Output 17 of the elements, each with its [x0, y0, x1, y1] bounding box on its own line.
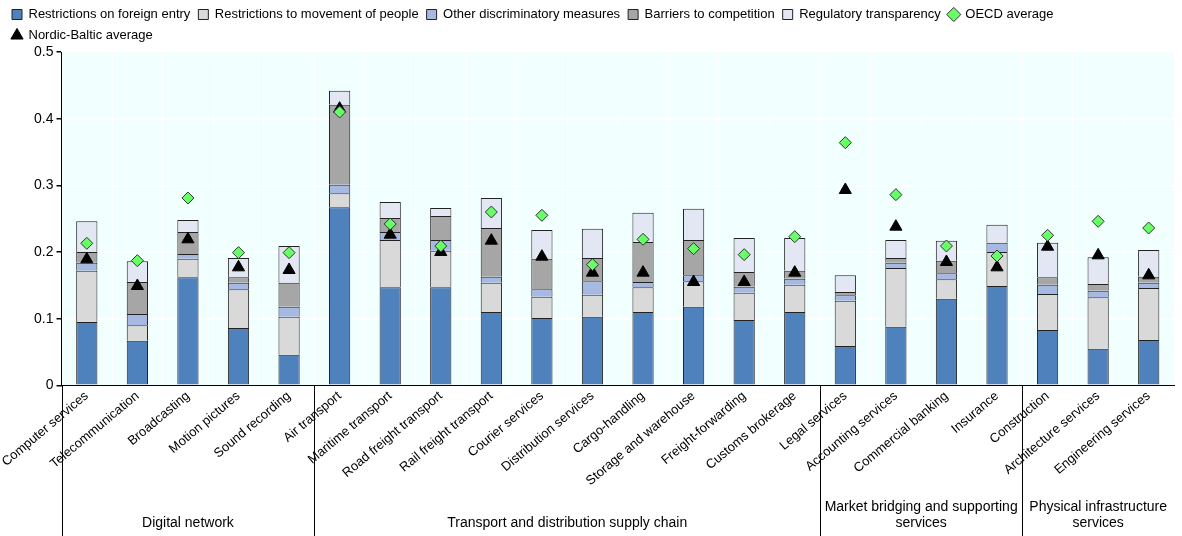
- legend-label: Nordic-Baltic average: [28, 27, 153, 43]
- y-tick-label: 0: [45, 376, 54, 393]
- y-tick-label: 0.4: [34, 109, 54, 126]
- legend-label: Barriers to competition: [644, 6, 775, 22]
- text: Transport and distribution supply chain: [447, 513, 688, 530]
- legend-label: Restrictions on foreign entry: [28, 6, 191, 22]
- legend-label: Regulatory transparency: [799, 6, 942, 22]
- text: Market bridging and supporting services: [824, 497, 1018, 530]
- text: Digital network: [142, 513, 235, 530]
- legend-label: OECD average: [965, 6, 1054, 22]
- y-tick-label: 0.2: [34, 242, 54, 259]
- text: Physical infrastructure services: [1029, 497, 1168, 530]
- legend-label: Other discriminatory measures: [443, 6, 621, 22]
- y-tick-label: 0.1: [34, 309, 54, 326]
- y-tick-label: 0.5: [34, 42, 54, 59]
- legend-label: Restrictions to movement of people: [214, 6, 419, 22]
- y-tick-label: 0.3: [34, 176, 54, 193]
